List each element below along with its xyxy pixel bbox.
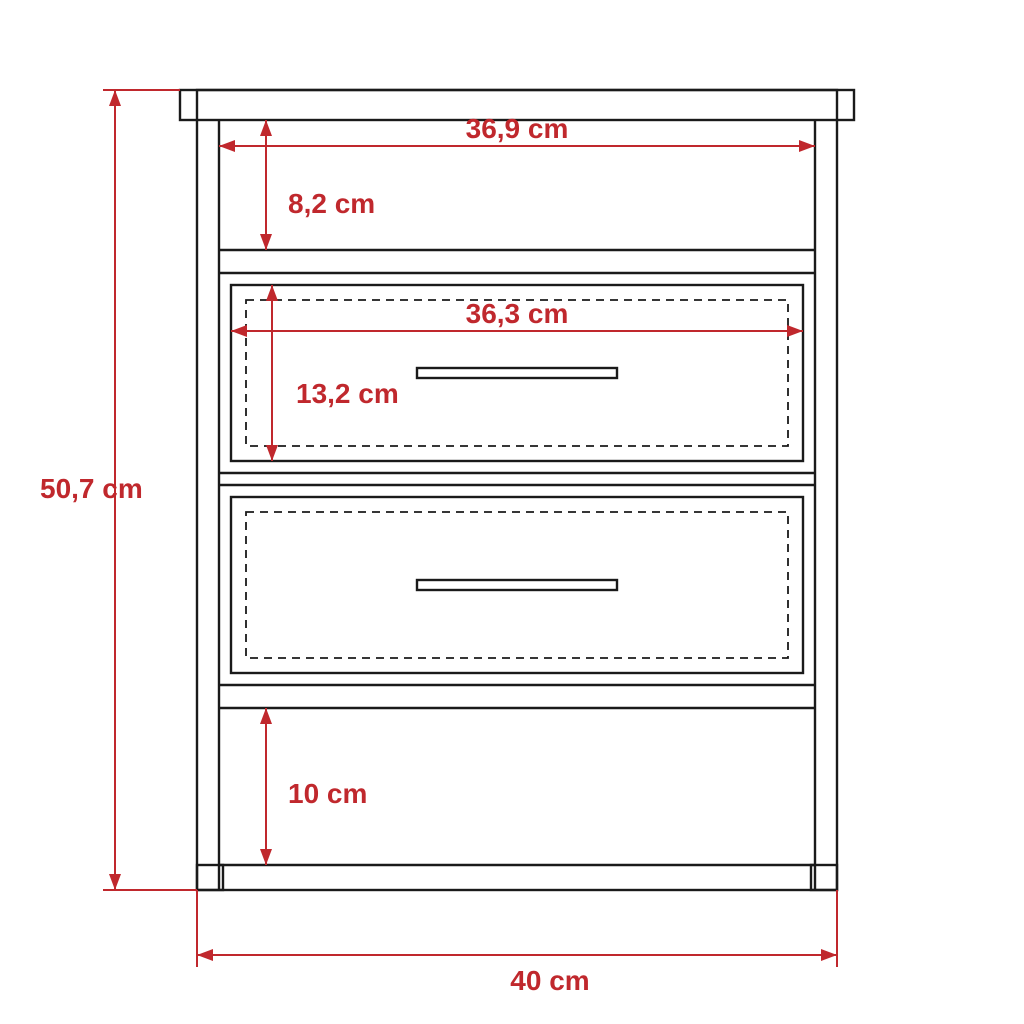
dimension-diagram: 50,7 cm 40 cm 36,9 cm 8,2 cm 36,3 cm 13,2 cm 1…: [0, 0, 1024, 1024]
drawer-2-hidden-line: [246, 512, 788, 658]
drawer-2: [231, 497, 803, 673]
drawer-2-handle: [417, 580, 617, 590]
dim-overall-height: 50,7 cm: [40, 473, 143, 504]
dim-foot-height: 10 cm: [288, 778, 367, 809]
drawer-1-handle: [417, 368, 617, 378]
dim-shelf-width: 36,9 cm: [466, 113, 569, 144]
dim-drawer-height: 13,2 cm: [296, 378, 399, 409]
dim-drawer-width: 36,3 cm: [466, 298, 569, 329]
dim-shelf-height: 8,2 cm: [288, 188, 375, 219]
dim-overall-width: 40 cm: [510, 965, 589, 996]
